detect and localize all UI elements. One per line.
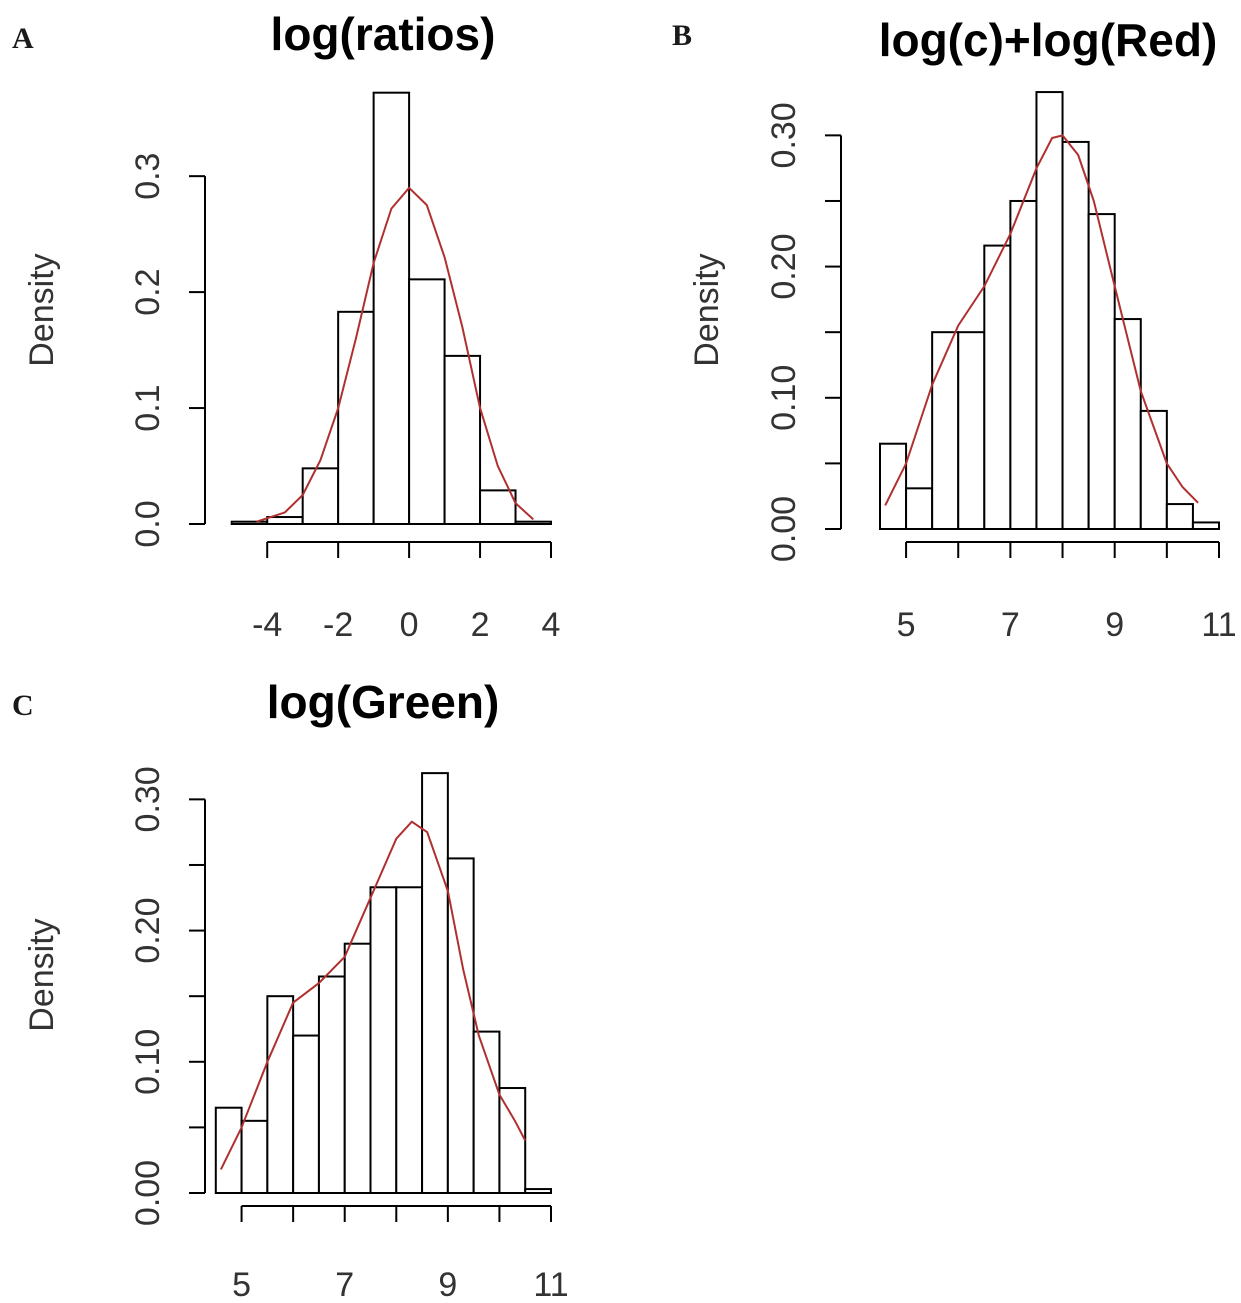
y-axis-label-a: Density	[23, 253, 61, 366]
x-tick-label: 4	[542, 606, 561, 644]
x-axis: 5 7 9 11	[232, 1205, 569, 1303]
y-axis-label-c: Density	[23, 918, 61, 1031]
y-tick-label: 0.20	[765, 233, 803, 299]
y-tick-label: 0.20	[129, 897, 167, 963]
panel-title-c: log(Green)	[267, 676, 500, 728]
histogram-bar	[1191, 521, 1221, 530]
panel-label-a: A	[12, 22, 34, 55]
panel-label-c: C	[12, 689, 34, 722]
y-tick-label: 0.30	[765, 102, 803, 168]
density-curve	[256, 186, 534, 523]
y-tick-label: 0.10	[765, 365, 803, 431]
histogram-bar	[1009, 199, 1038, 530]
panel-b: B log(c)+log(Red) Density 0.000.100.200.…	[672, 14, 1237, 644]
histogram-bar	[1113, 318, 1142, 530]
histogram-bar	[931, 331, 960, 530]
y-tick-label: 0.10	[129, 1029, 167, 1095]
x-tick-label: 5	[897, 606, 916, 644]
histogram-bar	[498, 1087, 527, 1194]
histogram-bar	[240, 1119, 269, 1195]
panel-label-b: B	[672, 19, 692, 52]
panel-title-a: log(ratios)	[271, 8, 496, 60]
density-curve	[220, 820, 527, 1170]
panel-title-b: log(c)+log(Red)	[879, 14, 1218, 66]
y-axis-label-b: Density	[688, 253, 726, 366]
histogram-bar	[1139, 409, 1168, 530]
histogram-bar	[266, 516, 304, 525]
panel-c: C log(Green) Density 0.00 0.10 0.20 0.30 5 7 9…	[12, 676, 569, 1303]
x-tick-label: 0	[400, 606, 419, 644]
x-tick-label: 7	[335, 1266, 354, 1303]
histogram-bar	[343, 942, 372, 1194]
histogram-bar	[372, 91, 411, 525]
histogram-bar	[957, 331, 986, 530]
histogram-bar	[1061, 140, 1090, 530]
histogram-bar	[1087, 213, 1116, 530]
histogram-bar	[421, 772, 449, 1194]
histogram-bar	[479, 489, 517, 525]
y-axis: 0.0 0.1 0.2 0.3	[129, 153, 206, 548]
plot-area-c: 0.00 0.10 0.20 0.30 5 7 9 11	[129, 766, 569, 1303]
y-tick-label: 0.00	[129, 1160, 167, 1226]
histogram-bar	[266, 995, 295, 1194]
x-tick-label: 9	[1105, 606, 1124, 644]
histogram-bar	[395, 886, 424, 1194]
x-tick-label: 2	[471, 606, 490, 644]
x-axis: 5 7 9 11	[897, 541, 1237, 644]
histogram-bar	[408, 278, 446, 526]
histogram-bar	[514, 520, 552, 526]
panel-a: A log(ratios) Density 0.0 0.1 0.2 0.3 -4 -2 0 2…	[12, 8, 560, 644]
y-tick-label: 0.1	[129, 384, 167, 431]
x-tick-label: 9	[438, 1266, 457, 1303]
density-curve	[884, 134, 1199, 506]
y-tick-label: 0.00	[765, 496, 803, 562]
histogram-bar	[879, 442, 908, 531]
y-tick-label: 0.0	[129, 500, 167, 547]
x-tick-label: 11	[1201, 606, 1236, 644]
histogram-bar	[905, 487, 934, 531]
histogram-bars	[214, 772, 553, 1195]
x-axis: -4 -2 0 2 4	[252, 541, 561, 644]
y-axis: 0.00 0.10 0.20 0.30	[129, 766, 206, 1226]
x-tick-label: 11	[533, 1266, 568, 1303]
histogram-bar	[317, 975, 346, 1194]
y-tick-label: 0.3	[129, 153, 167, 200]
histogram-bar	[337, 310, 375, 525]
histogram-bar	[292, 1034, 320, 1194]
histogram-bar	[1165, 503, 1194, 531]
histogram-bar	[214, 1106, 243, 1195]
histogram-bars	[879, 91, 1221, 531]
plot-area-b: 0.00 0.10 0.20 0.30 5 7 9 11	[765, 91, 1237, 644]
x-tick-label: -4	[252, 606, 282, 644]
x-tick-label: 5	[232, 1266, 251, 1303]
histogram-bar	[524, 1188, 553, 1194]
histogram-bar	[1035, 91, 1064, 531]
x-tick-label: 7	[1001, 606, 1020, 644]
y-axis: 0.00 0.10 0.20 0.30	[765, 102, 842, 562]
histogram-bars	[230, 91, 552, 526]
x-tick-label: -2	[323, 606, 353, 644]
histogram-bar	[230, 520, 269, 526]
histogram-bar	[301, 467, 340, 525]
histogram-bar	[369, 886, 398, 1194]
histogram-bar	[983, 244, 1012, 530]
y-tick-label: 0.30	[129, 766, 167, 832]
plot-area-a: 0.0 0.1 0.2 0.3 -4 -2 0 2 4	[129, 91, 561, 644]
y-tick-label: 0.2	[129, 268, 167, 315]
